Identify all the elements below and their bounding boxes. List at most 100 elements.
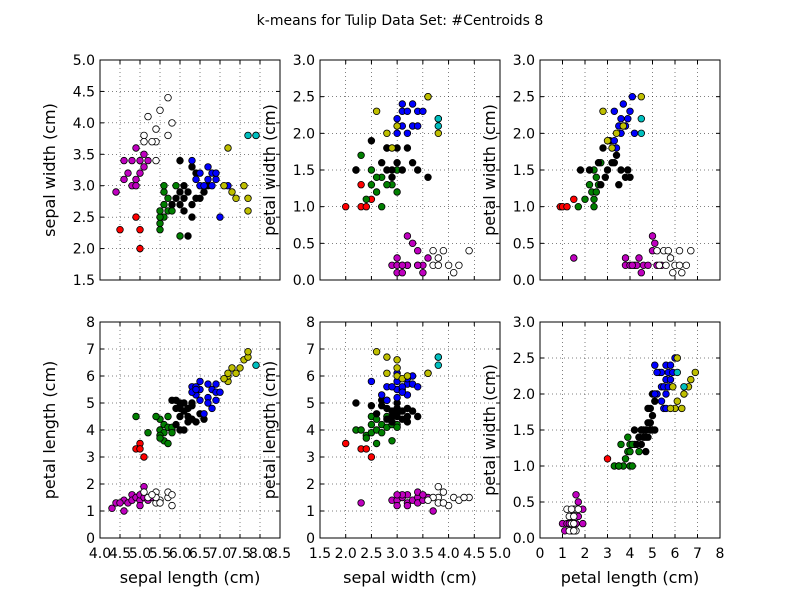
y-tick-label: 7	[306, 342, 315, 358]
y-tick-label: 3	[306, 450, 315, 466]
scatter-point	[626, 107, 634, 115]
scatter-point	[172, 420, 180, 429]
scatter-point	[372, 439, 381, 448]
scatter-point	[424, 369, 432, 377]
scatter-point	[393, 501, 401, 510]
scatter-point	[357, 426, 365, 434]
scatter-point	[136, 225, 144, 234]
scatter-point	[662, 390, 670, 398]
scatter-point	[192, 175, 200, 184]
scatter-point	[570, 195, 578, 203]
scatter-point	[383, 396, 391, 404]
scatter-point	[687, 246, 695, 255]
scatter-point	[570, 527, 578, 535]
scatter-point	[408, 100, 417, 108]
scatter-point	[176, 232, 184, 240]
y-tick-label: 1.5	[513, 423, 535, 439]
scatter-point	[164, 93, 172, 102]
x-tick-label: 5.0	[129, 546, 151, 562]
y-tick-label: 3.5	[73, 147, 95, 163]
scatter-point	[140, 131, 148, 140]
scatter-point	[224, 144, 232, 152]
scatter-point	[140, 453, 148, 461]
scatter-point	[664, 246, 672, 255]
scatter-point	[136, 501, 144, 510]
x-tick-label: 3	[603, 546, 612, 562]
x-tick-label: 3.5	[412, 546, 434, 562]
scatter-point	[156, 213, 164, 221]
scatter-point	[367, 377, 376, 386]
figure-title: k-means for Tulip Data Set: #Centroids 8	[257, 13, 544, 29]
scatter-point	[372, 107, 381, 115]
scatter-point	[164, 194, 172, 202]
scatter-point	[419, 269, 427, 277]
scatter-point	[352, 166, 360, 174]
x-tick-label: 4.0	[89, 546, 111, 562]
scatter-point	[132, 175, 140, 184]
scatter-point	[651, 361, 659, 369]
scatter-point	[212, 396, 220, 404]
scatter-point	[398, 166, 406, 174]
scatter-point	[637, 269, 645, 277]
scatter-point	[184, 412, 192, 421]
scatter-point	[570, 254, 578, 262]
scatter-point	[388, 383, 396, 391]
scatter-point	[168, 429, 176, 437]
scatter-point	[132, 181, 140, 190]
scatter-point	[176, 426, 184, 434]
scatter-point	[630, 129, 639, 137]
scatter-point	[585, 166, 594, 174]
scatter-point	[168, 207, 176, 215]
scatter-point	[393, 129, 401, 137]
scatter-point	[624, 433, 632, 441]
scatter-point	[240, 181, 248, 190]
y-axis-label: petal length (cm)	[260, 361, 279, 500]
y-tick-label: 5	[306, 396, 315, 412]
scatter-point	[434, 261, 442, 269]
scatter-point	[357, 499, 365, 507]
scatter-point	[612, 129, 621, 137]
scatter-point	[196, 377, 204, 386]
y-tick-label: 1	[86, 504, 95, 520]
y-tick-label: 0	[306, 531, 315, 547]
scatter-point	[383, 166, 391, 174]
scatter-point	[651, 239, 659, 247]
scatter-point	[393, 114, 401, 123]
scatter-point	[581, 195, 589, 203]
scatter-point	[196, 396, 204, 404]
y-tick-label: 3.0	[73, 179, 95, 195]
y-tick-label: 1.5	[293, 163, 315, 179]
scatter-point	[156, 434, 164, 442]
scatter-point	[601, 173, 609, 181]
scatter-point	[655, 261, 663, 269]
y-tick-label: 6	[86, 369, 95, 385]
scatter-point	[160, 188, 168, 196]
scatter-point	[204, 399, 212, 407]
scatter-point	[429, 246, 437, 255]
scatter-point	[152, 156, 160, 165]
scatter-point	[403, 232, 412, 240]
scatter-point	[408, 158, 417, 167]
scatter-point	[176, 404, 184, 413]
scatter-point	[682, 261, 690, 269]
scatter-point	[621, 455, 630, 463]
y-tick-label: 4.5	[73, 84, 95, 100]
scatter-point	[232, 194, 240, 202]
scatter-point	[414, 412, 422, 421]
scatter-point	[393, 356, 401, 364]
scatter-point	[646, 404, 654, 413]
axes-frame	[99, 59, 281, 281]
scatter-point	[116, 499, 124, 507]
y-tick-label: 2.0	[513, 387, 535, 403]
y-axis-label: petal length (cm)	[40, 361, 59, 500]
y-tick-label: 0.0	[293, 273, 315, 289]
subplot-4: 0 1 2 3 4 5 6 7 8 4.04.55.05.56.06.57.07.58.08.5 p…	[40, 315, 291, 587]
scatter-point	[651, 426, 659, 434]
scatter-point	[637, 440, 645, 449]
scatter-point	[220, 181, 228, 190]
x-tick-label: 2.0	[335, 546, 357, 562]
scatter-point	[398, 261, 406, 269]
y-tick-label: 0.0	[513, 531, 535, 547]
scatter-point	[116, 225, 124, 234]
